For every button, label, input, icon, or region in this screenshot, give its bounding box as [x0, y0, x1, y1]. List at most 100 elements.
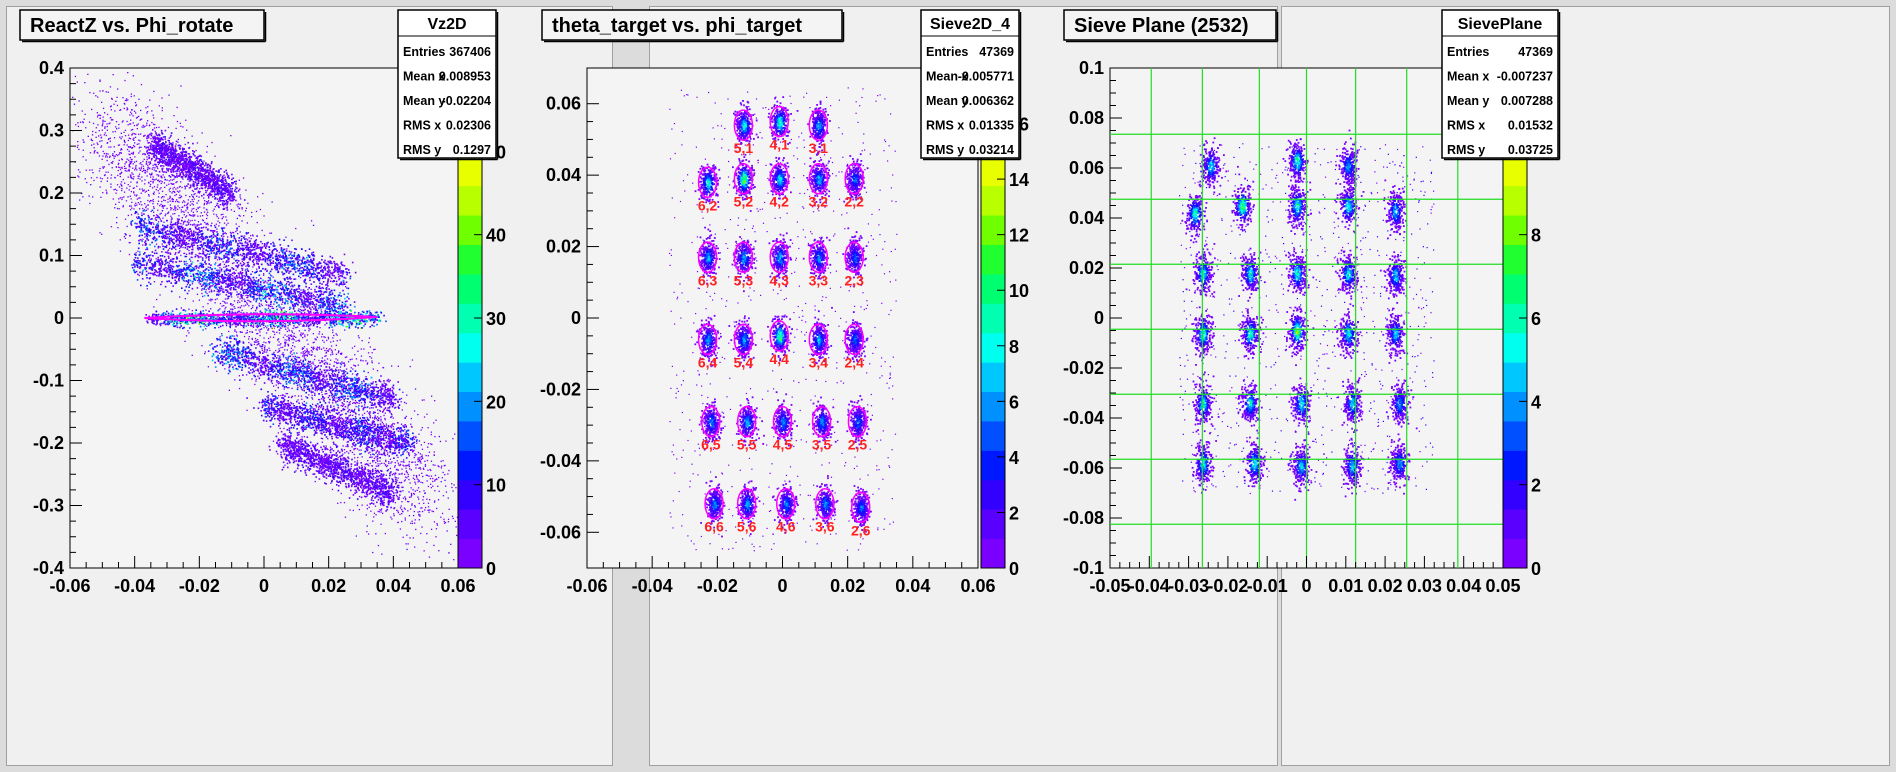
x-tick-label: -0.02 — [1207, 576, 1248, 596]
z-tick-label: 6 — [1009, 392, 1019, 412]
palette-cell — [458, 274, 482, 304]
palette-cell — [1503, 450, 1527, 480]
y-tick-label: 0.4 — [39, 58, 64, 78]
hole-label: 2,6 — [851, 522, 871, 538]
y-tick-label: 0.02 — [1069, 258, 1104, 278]
palette-cell — [458, 156, 482, 186]
z-tick-label: 30 — [486, 309, 506, 329]
stats-value: 0.008953 — [439, 70, 491, 84]
x-tick-label: 0.03 — [1407, 576, 1442, 596]
y-tick-label: -0.4 — [33, 558, 64, 578]
palette-cell — [981, 539, 1005, 569]
palette-cell — [1503, 274, 1527, 304]
panel-1: -0.06 -0.04 -0.02 0 0.02 0.04 0.06 -0.4 -0.3 -0.2… — [20, 10, 506, 596]
x-tick-label: 0.02 — [1368, 576, 1403, 596]
x-tick-label: -0.06 — [49, 576, 90, 596]
x-tick-label: 0.06 — [440, 576, 475, 596]
y-tick-label: -0.2 — [33, 433, 64, 453]
palette-cell — [1503, 215, 1527, 245]
chart-title: theta_target vs. phi_target — [552, 15, 802, 37]
x-tick-label: 0.06 — [960, 576, 995, 596]
hole-label: 3,2 — [809, 194, 829, 210]
stats-name: Sieve2D_4 — [930, 16, 1010, 33]
palette-cell — [458, 421, 482, 451]
palette-cell — [458, 362, 482, 392]
y-tick-label: 0.08 — [1069, 108, 1104, 128]
z-tick-label: 14 — [1009, 170, 1029, 190]
z-tick-label: 40 — [486, 226, 506, 246]
y-tick-label: 0.04 — [546, 165, 581, 185]
y-tick-label: -0.3 — [33, 496, 64, 516]
stats-label: RMS y — [926, 143, 964, 157]
palette-cell — [1503, 362, 1527, 392]
x-tick-label: 0.02 — [830, 576, 865, 596]
y-tick-label: 0 — [1094, 308, 1104, 328]
chart-title: Sieve Plane (2532) — [1074, 15, 1249, 37]
stats-label: RMS y — [1447, 143, 1485, 157]
palette-cell — [1503, 421, 1527, 451]
y-tick-label: 0.1 — [39, 246, 64, 266]
palette-cell — [981, 480, 1005, 510]
y-tick-label: -0.08 — [1063, 508, 1104, 528]
stats-label: Entries — [926, 45, 968, 59]
stats-value: -0.007237 — [1497, 70, 1553, 84]
palette-cell — [981, 392, 1005, 422]
hole-label: 2,4 — [844, 354, 864, 370]
palette-cell — [1503, 509, 1527, 539]
y-tick-label: -0.06 — [540, 522, 581, 542]
x-tick-label: -0.02 — [697, 576, 738, 596]
x-tick-label: 0.04 — [376, 576, 411, 596]
stats-value: 0.006362 — [962, 94, 1014, 108]
z-tick-label: 2 — [1531, 476, 1541, 496]
hole-label: 6,2 — [698, 197, 718, 213]
palette-cell — [981, 215, 1005, 245]
hole-label: 6,5 — [701, 437, 721, 453]
x-tick-label: -0.02 — [179, 576, 220, 596]
z-tick-label: 4 — [1531, 392, 1541, 412]
stats-label: Mean y — [403, 94, 445, 108]
x-tick-label: -0.04 — [1129, 576, 1170, 596]
y-tick-label: 0 — [54, 308, 64, 328]
stats-label: Entries — [1447, 45, 1489, 59]
z-tick-label: 4 — [1009, 448, 1019, 468]
palette-cell — [981, 333, 1005, 363]
x-tick-label: -0.01 — [1247, 576, 1288, 596]
palette-cell — [1503, 156, 1527, 186]
stats-value: 0.03725 — [1508, 143, 1553, 157]
palette-cell — [458, 509, 482, 539]
hole-label: 5,5 — [737, 437, 757, 453]
x-tick-label: 0.01 — [1328, 576, 1363, 596]
palette-cell — [981, 274, 1005, 304]
y-tick-label: -0.04 — [540, 451, 581, 471]
figure-svg: -0.06 -0.04 -0.02 0 0.02 0.04 0.06 -0.4 -0.3 -0.2… — [0, 0, 1896, 772]
stats-value: 0.01532 — [1508, 119, 1553, 133]
stats-label: Entries — [403, 45, 445, 59]
palette-cell — [981, 362, 1005, 392]
hole-label: 3,3 — [809, 272, 829, 288]
palette-cell — [1503, 333, 1527, 363]
hole-label: 6,3 — [698, 272, 718, 288]
x-tick-label: 0.04 — [1446, 576, 1481, 596]
stats-value: 47369 — [1518, 45, 1553, 59]
stats-value: 0.007288 — [1501, 94, 1553, 108]
hole-label: 3,6 — [815, 519, 835, 535]
stats-label: RMS x — [1447, 119, 1485, 133]
y-tick-label: -0.1 — [33, 371, 64, 391]
x-tick-label: -0.04 — [114, 576, 155, 596]
y-tick-label: 0 — [571, 308, 581, 328]
palette-cell — [458, 215, 482, 245]
hole-label: 5,1 — [734, 140, 754, 156]
palette-cell — [981, 156, 1005, 186]
z-tick-label: 20 — [486, 392, 506, 412]
hole-label: 5,2 — [734, 194, 754, 210]
hole-label: 6,4 — [698, 354, 718, 370]
hole-label: 2,2 — [844, 194, 864, 210]
hole-label: 5,6 — [737, 519, 757, 535]
z-tick-label: 8 — [1531, 226, 1541, 246]
palette-cell — [981, 450, 1005, 480]
hole-label: 6,6 — [704, 519, 724, 535]
stats-label: Mean x — [1447, 70, 1489, 84]
y-tick-label: 0.02 — [546, 237, 581, 257]
stats-label: RMS x — [403, 119, 441, 133]
x-tick-label: 0.02 — [311, 576, 346, 596]
